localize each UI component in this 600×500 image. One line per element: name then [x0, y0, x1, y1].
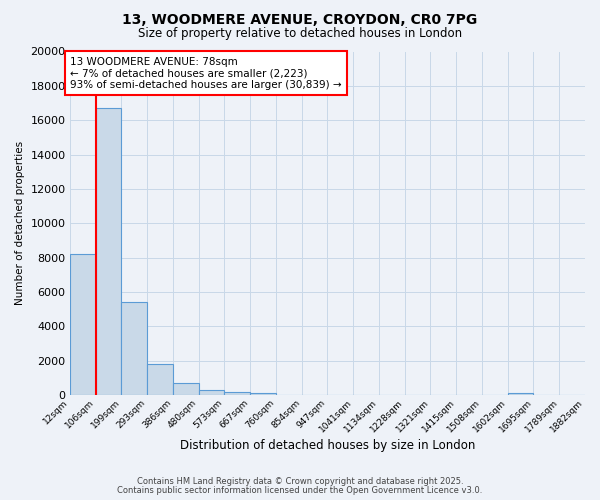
- Y-axis label: Number of detached properties: Number of detached properties: [15, 141, 25, 306]
- Text: Contains public sector information licensed under the Open Government Licence v3: Contains public sector information licen…: [118, 486, 482, 495]
- Bar: [508, 394, 533, 395]
- Text: Contains HM Land Registry data © Crown copyright and database right 2025.: Contains HM Land Registry data © Crown c…: [137, 477, 463, 486]
- X-axis label: Distribution of detached houses by size in London: Distribution of detached houses by size …: [180, 440, 475, 452]
- Bar: [70, 254, 95, 395]
- Bar: [147, 364, 173, 395]
- Bar: [95, 108, 121, 395]
- Text: Size of property relative to detached houses in London: Size of property relative to detached ho…: [138, 28, 462, 40]
- Text: 13 WOODMERE AVENUE: 78sqm
← 7% of detached houses are smaller (2,223)
93% of sem: 13 WOODMERE AVENUE: 78sqm ← 7% of detach…: [70, 56, 342, 90]
- Text: 13, WOODMERE AVENUE, CROYDON, CR0 7PG: 13, WOODMERE AVENUE, CROYDON, CR0 7PG: [122, 12, 478, 26]
- Bar: [199, 390, 224, 395]
- Bar: [224, 392, 250, 395]
- Bar: [250, 394, 276, 395]
- Bar: [121, 302, 147, 395]
- Bar: [173, 383, 199, 395]
